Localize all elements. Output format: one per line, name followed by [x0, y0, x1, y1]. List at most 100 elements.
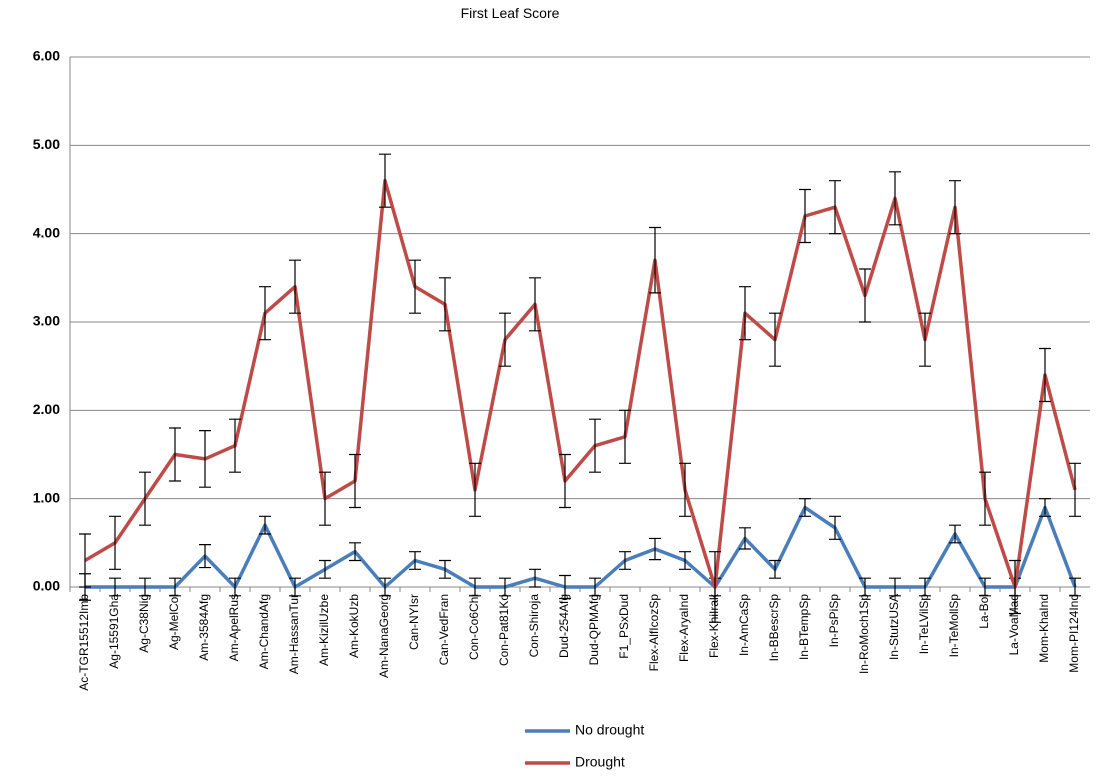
error-bar — [769, 312, 781, 367]
x-tick-label: In-BBescrSp — [767, 594, 781, 662]
series-line — [84, 178, 1077, 589]
y-tick-label: 6.00 — [33, 48, 60, 64]
x-tick-label: Con-Shiroja — [527, 594, 541, 658]
error-bar — [589, 418, 601, 473]
x-tick-label: Am-ApelRus — [227, 594, 241, 661]
error-bar — [79, 533, 91, 588]
error-bar — [979, 577, 991, 597]
error-bar — [679, 551, 691, 570]
error-bar — [499, 577, 511, 597]
x-tick-label: Am-KokUzb — [347, 594, 361, 658]
series-line — [85, 505, 1077, 589]
error-bar — [499, 312, 511, 367]
x-tick-label: Flex-AryaInd — [677, 594, 691, 662]
y-tick-label: 1.00 — [33, 489, 60, 505]
error-bar — [769, 559, 781, 579]
y-tick-label: 0.00 — [33, 578, 60, 594]
error-bar — [469, 577, 481, 597]
x-tick-label: In-RoMoch1Sp — [857, 594, 871, 674]
error-bar — [709, 551, 721, 623]
x-tick-label: Mom-PI124Ind — [1067, 594, 1081, 673]
error-bar — [919, 312, 931, 367]
error-bar — [139, 471, 151, 526]
x-tick-label: In-TeLVilSp — [917, 594, 931, 655]
error-bar — [799, 498, 811, 517]
error-bar — [199, 430, 211, 488]
error-bar — [589, 577, 601, 597]
error-bar — [409, 551, 421, 570]
error-bar — [859, 577, 871, 597]
x-tick-label: Con-Co6Chi — [467, 594, 481, 660]
error-bar — [889, 171, 901, 226]
error-bar — [409, 259, 421, 314]
chart-title: First Leaf Score — [461, 5, 560, 21]
error-bar — [349, 542, 361, 562]
x-tick-label: Am-ChandAfg — [257, 594, 271, 669]
error-bar — [439, 277, 451, 332]
error-bar — [169, 577, 181, 597]
error-bar — [319, 471, 331, 526]
x-tick-label: Con-Pat81Ko — [497, 594, 511, 666]
error-bar — [349, 453, 361, 509]
error-bar — [379, 153, 391, 208]
x-tick-label: In-StutzUSA — [887, 594, 901, 660]
error-bar — [619, 551, 631, 570]
error-bar — [859, 268, 871, 323]
x-tick-label: In-TeMollSp — [947, 594, 961, 658]
error-bar — [169, 427, 181, 482]
x-tick-label: Dud-254Afg — [557, 594, 571, 658]
legend-label: Drought — [575, 754, 625, 770]
x-tick-label: La-VoaMad — [1007, 594, 1021, 655]
x-tick-label: F1_PSxDud — [617, 594, 631, 659]
error-bar — [109, 515, 121, 570]
error-bar — [289, 577, 301, 597]
error-bar — [799, 188, 811, 244]
error-bar — [1039, 347, 1051, 403]
error-bar — [649, 537, 661, 561]
x-tick-label: In-PsPiSp — [827, 594, 841, 648]
x-tick-label: Mom-KhaInd — [1037, 594, 1051, 663]
error-bar — [649, 226, 661, 294]
error-bar — [679, 462, 691, 517]
x-tick-label: Am-HassanTur — [287, 594, 301, 674]
y-tick-label: 2.00 — [33, 401, 60, 417]
error-bar — [1069, 462, 1081, 517]
y-tick-label: 4.00 — [33, 224, 60, 240]
error-bar — [949, 524, 961, 544]
x-tick-label: Ag-MelCol — [167, 594, 181, 650]
error-bar — [229, 418, 241, 473]
error-bar — [1009, 559, 1021, 615]
error-bar — [139, 577, 151, 597]
error-bar — [559, 453, 571, 509]
x-tick-label: Am-3584Afg — [197, 594, 211, 661]
error-bar — [829, 180, 841, 235]
error-bar — [979, 471, 991, 526]
error-bar — [919, 577, 931, 597]
error-bar — [109, 577, 121, 597]
x-tick-label: Can-NYIsr — [407, 594, 421, 650]
y-tick-label: 5.00 — [33, 136, 60, 152]
x-tick-label: Flex-AlfIcozSp — [647, 594, 661, 672]
error-bar — [199, 544, 211, 569]
error-bar — [469, 462, 481, 517]
error-bar — [1039, 498, 1051, 517]
error-bar — [379, 577, 391, 597]
error-bar — [319, 559, 331, 579]
error-bar — [259, 515, 271, 535]
x-tick-label: Ac-TGR15512Imb — [77, 594, 91, 691]
error-bar — [739, 527, 751, 550]
error-bar — [829, 515, 841, 540]
y-tick-label: 3.00 — [33, 313, 60, 329]
x-tick-label: Ag-15591Gha — [107, 594, 121, 669]
x-tick-label: Can-VedFran — [437, 594, 451, 665]
x-tick-label: Am-KizilUzbe — [317, 594, 331, 666]
x-tick-label: Ag-C38Nig — [137, 594, 151, 653]
error-bar — [739, 286, 751, 341]
error-bar — [949, 180, 961, 235]
error-bar — [559, 574, 571, 600]
x-tick-label: In-AmCaSp — [737, 594, 751, 656]
x-tick-label: Am-NanaGeorg — [377, 594, 391, 678]
x-tick-label: La-Bol — [977, 594, 991, 629]
